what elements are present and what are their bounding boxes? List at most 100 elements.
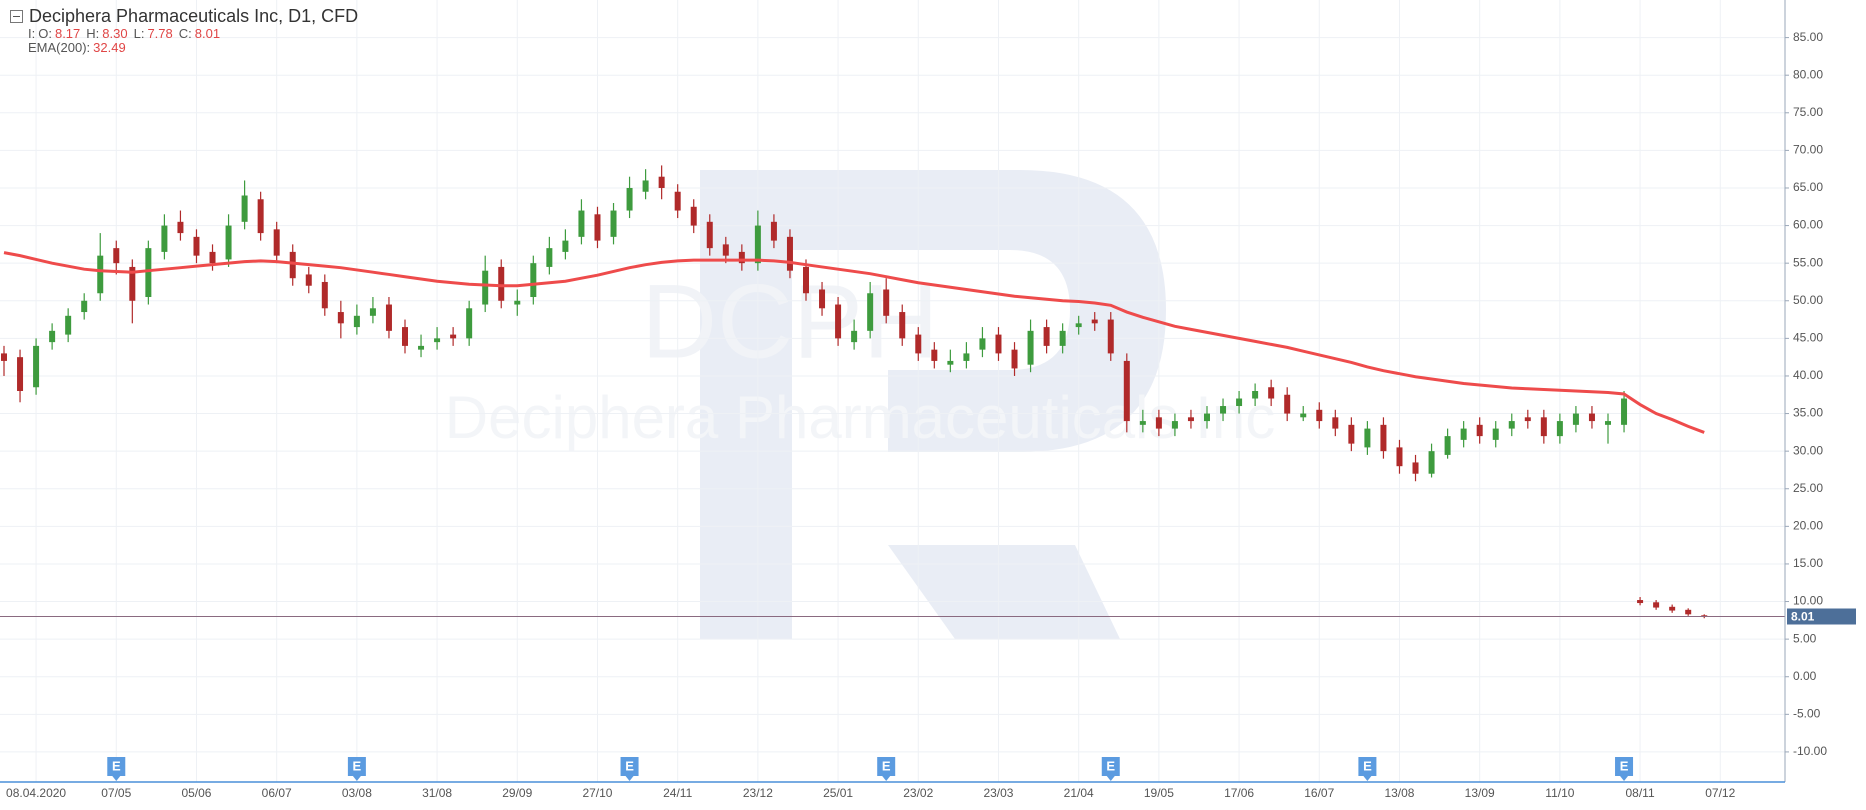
earnings-pointer — [1620, 776, 1629, 781]
candle-body — [963, 353, 970, 361]
x-tick-label: 11/10 — [1545, 786, 1574, 800]
earnings-badge — [1615, 757, 1634, 776]
y-tick-label: 45.00 — [1793, 331, 1823, 345]
earnings-pointer — [352, 776, 361, 781]
candle-body — [674, 191, 681, 211]
earnings-marker[interactable]: E — [347, 757, 366, 781]
candle-body — [241, 195, 248, 222]
x-tick-label: 08.04.2020 — [6, 786, 66, 800]
earnings-marker[interactable]: E — [1358, 757, 1377, 781]
ohlc-label: O: — [38, 26, 52, 41]
x-tick-label: 19/05 — [1144, 786, 1174, 800]
candle-body — [209, 251, 216, 264]
candle-body — [1139, 421, 1146, 425]
candle-body — [1252, 391, 1259, 399]
candle-body — [1621, 398, 1628, 425]
candle-body — [1588, 413, 1595, 422]
x-tick-label: 23/02 — [903, 786, 933, 800]
candle-body — [145, 248, 152, 298]
ohlc-value: 8.17 — [54, 26, 81, 41]
candle-body — [33, 345, 40, 388]
candle-body — [1685, 609, 1692, 615]
y-tick-label: 15.00 — [1793, 556, 1823, 570]
candle-body — [1027, 330, 1034, 365]
y-tick-label: 35.00 — [1793, 406, 1823, 420]
y-tick-label: -10.00 — [1793, 744, 1827, 758]
candle-body — [482, 270, 489, 305]
ohlc-legend: I: O: 8.17 H: 8.30 L: 7.78 C: 8.01 — [28, 27, 358, 41]
candle-body — [1428, 451, 1435, 474]
candle-body — [546, 248, 553, 267]
title: Deciphera Pharmaceuticals Inc, D1, CFD — [29, 6, 359, 26]
candle-body — [626, 187, 633, 211]
candle-body — [1236, 398, 1243, 407]
candle-body — [257, 199, 264, 234]
candle-body — [129, 266, 136, 301]
x-tick-label: 23/12 — [743, 786, 773, 800]
candle-body — [1444, 436, 1451, 455]
x-tick-label: 27/10 — [582, 786, 612, 800]
candle-body — [1637, 600, 1644, 604]
candle-body — [979, 338, 986, 350]
candle-body — [594, 214, 601, 241]
earnings-label: E — [1363, 758, 1372, 773]
candle-body — [337, 312, 344, 324]
collapse-button[interactable] — [10, 10, 23, 23]
candle-body — [1332, 417, 1339, 429]
earnings-badge — [347, 757, 366, 776]
ohlc-label: L: — [133, 26, 145, 41]
last-price-box — [1787, 608, 1856, 625]
candle-body — [1556, 421, 1563, 437]
earnings-label: E — [1106, 758, 1115, 773]
earnings-marker[interactable]: E — [1615, 757, 1634, 781]
candle-body — [803, 266, 809, 294]
x-tick-label: 03/08 — [342, 786, 372, 800]
candle-body — [1155, 417, 1162, 429]
candle-body — [1316, 409, 1323, 422]
earnings-pointer — [1106, 776, 1115, 781]
watermark-ticker: DCPH — [641, 264, 939, 381]
earnings-badge — [620, 757, 639, 776]
y-tick-label: 0.00 — [1793, 669, 1817, 683]
x-tick-label: 24/11 — [663, 786, 692, 800]
watermark-logo — [700, 170, 1166, 639]
candle-body — [1, 353, 7, 361]
candle-body — [1412, 462, 1419, 474]
earnings-pointer — [112, 776, 121, 781]
y-tick-label: 40.00 — [1793, 368, 1823, 382]
indicator-legend: EMA(200): 32.49 — [28, 41, 358, 55]
y-tick-label: 50.00 — [1793, 293, 1823, 307]
earnings-marker[interactable]: E — [1101, 757, 1120, 781]
candle-body — [177, 221, 184, 234]
candle-body — [1492, 428, 1499, 440]
candle-body — [931, 349, 938, 361]
candle-body — [305, 274, 312, 286]
candle-body — [289, 251, 296, 279]
candle-body — [1284, 394, 1291, 414]
candle-body — [1572, 413, 1579, 425]
candle-body — [1701, 615, 1708, 617]
earnings-label: E — [1620, 758, 1629, 773]
candle-body — [610, 210, 617, 237]
x-tick-label: 06/07 — [262, 786, 292, 800]
candle-body — [434, 338, 441, 343]
candle-body — [915, 334, 922, 354]
candle-body — [770, 221, 777, 241]
watermark: DCPH Deciphera Pharmaceuticals Inc — [445, 170, 1275, 639]
candle-body — [995, 334, 1002, 354]
candle-body — [722, 244, 729, 256]
candle-body — [706, 221, 713, 249]
candle-body — [113, 248, 120, 264]
earnings-badge — [877, 757, 896, 776]
candle-body — [1669, 606, 1676, 611]
candle-body — [1220, 406, 1227, 414]
earnings-pointer — [1363, 776, 1372, 781]
earnings-marker[interactable]: E — [877, 757, 896, 781]
candle-body — [867, 293, 874, 331]
earnings-marker[interactable]: E — [620, 757, 639, 781]
earnings-marker[interactable]: E — [107, 757, 126, 781]
candle-body — [851, 330, 858, 343]
earnings-pointer — [882, 776, 891, 781]
candle-body — [642, 180, 649, 192]
